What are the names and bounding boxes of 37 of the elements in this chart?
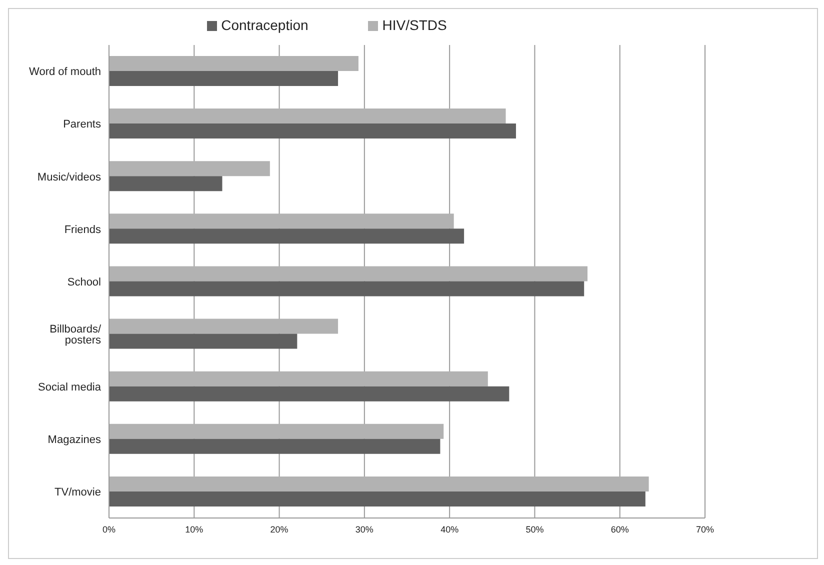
bar [109, 424, 444, 439]
bar [109, 108, 506, 124]
bar [109, 281, 584, 296]
y-tick-label: School [67, 276, 101, 288]
legend-label: Contraception [221, 17, 308, 33]
x-tick-label: 10% [185, 524, 204, 534]
bar [109, 491, 646, 506]
bar [109, 71, 338, 86]
x-tick-label: 60% [610, 524, 629, 534]
x-tick-label: 30% [355, 524, 374, 534]
bar [109, 476, 649, 492]
bar [109, 318, 338, 334]
legend-label: HIV/STDS [382, 17, 447, 33]
x-tick-label: 40% [440, 524, 459, 534]
y-tick-label: Social media [38, 382, 102, 394]
bar [109, 124, 516, 139]
bar [109, 161, 270, 176]
x-tick-label: 0% [102, 524, 116, 534]
y-tick-label: Word of mouth [29, 66, 101, 78]
bar [109, 214, 454, 229]
x-tick-label: 20% [270, 524, 288, 534]
y-tick-label: TV/movie [54, 486, 101, 499]
bar [109, 438, 440, 454]
bar [109, 334, 298, 349]
y-tick-label: Magazines [48, 434, 102, 446]
bar [109, 176, 222, 192]
bar [109, 228, 464, 244]
bar [109, 266, 588, 282]
x-tick-label: 70% [696, 524, 714, 534]
y-tick-label: Parents [63, 118, 102, 131]
y-tick-label: Music/videos [37, 171, 102, 184]
bar [109, 371, 488, 386]
y-tick-label: Friends [64, 224, 102, 236]
bar [109, 386, 510, 402]
bar [109, 56, 358, 71]
x-tick-label: 50% [526, 524, 544, 534]
y-tick-label: Billboards/ posters [50, 323, 102, 346]
